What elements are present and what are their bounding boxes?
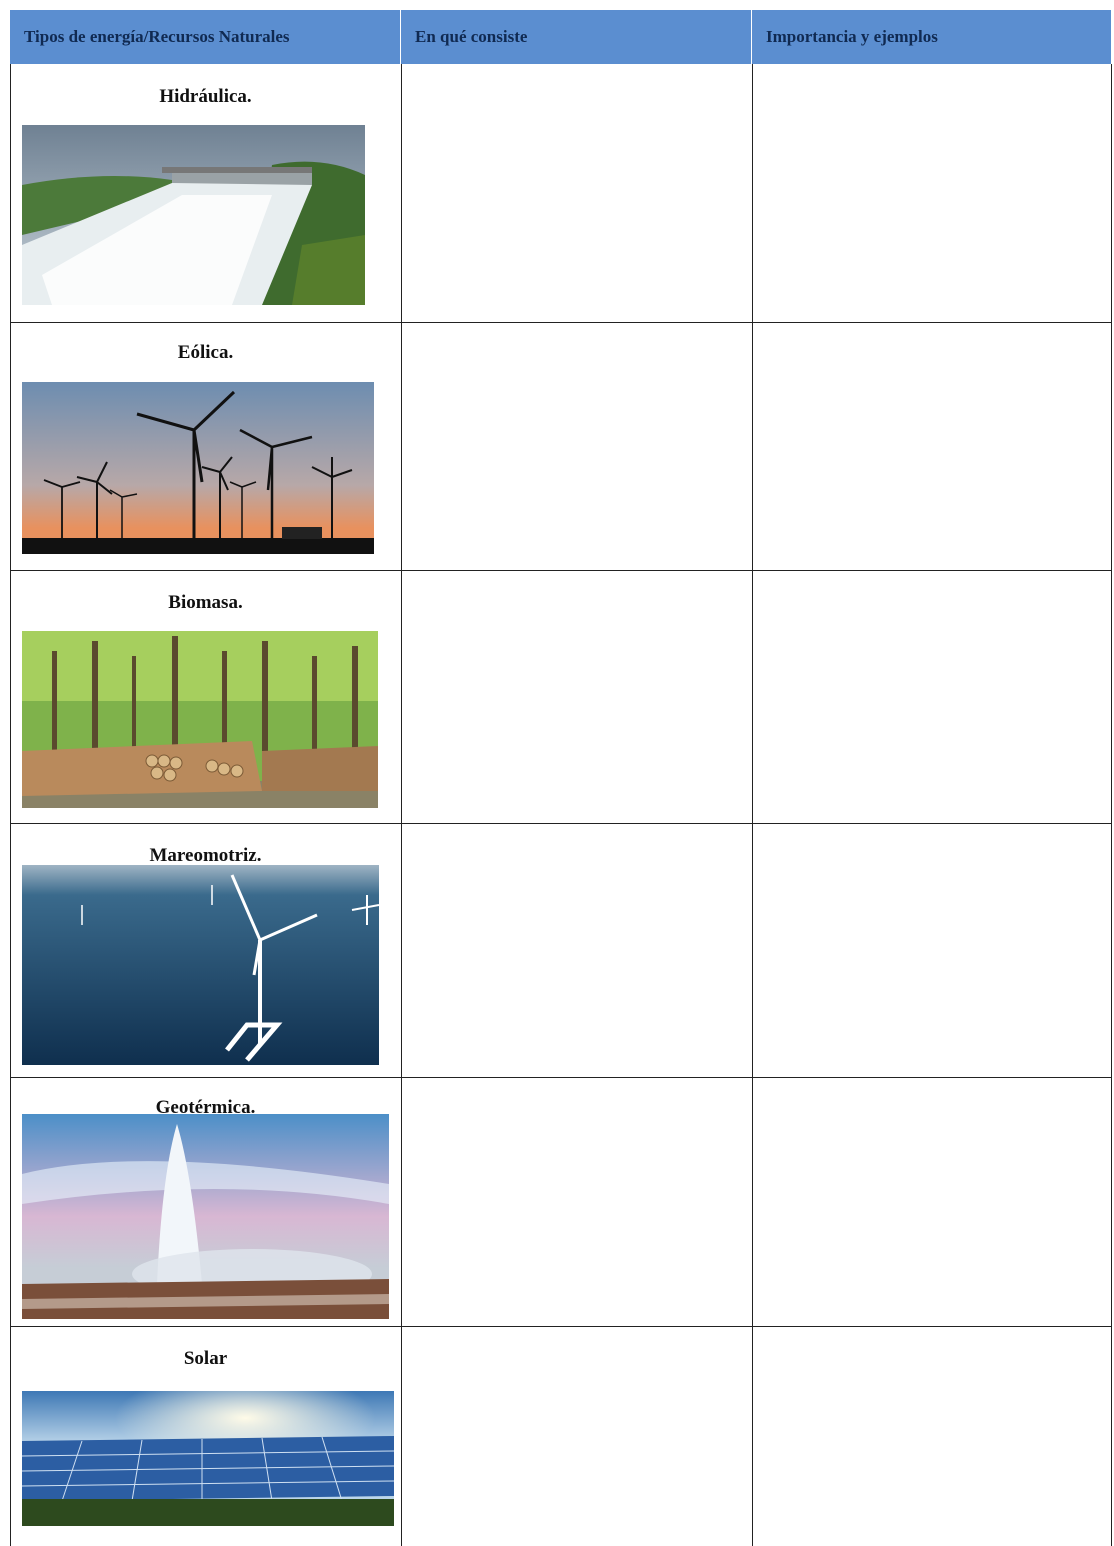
row-title: Solar bbox=[183, 1348, 228, 1369]
border bbox=[1111, 64, 1112, 1546]
dam-photo bbox=[22, 125, 365, 305]
wind-photo bbox=[22, 382, 374, 554]
tidal-photo bbox=[22, 865, 379, 1065]
row-title: Eólica. bbox=[177, 342, 234, 363]
row-title: Geotérmica. bbox=[155, 1097, 256, 1118]
row-title: Mareomotriz. bbox=[149, 845, 262, 866]
solar-photo bbox=[22, 1391, 394, 1526]
border bbox=[10, 1077, 1112, 1078]
header-cell: En qué consiste bbox=[401, 10, 752, 64]
geothermal-photo bbox=[22, 1114, 389, 1319]
border bbox=[10, 823, 1112, 824]
row-title: Hidráulica. bbox=[159, 86, 252, 107]
border bbox=[401, 64, 402, 1546]
border bbox=[10, 64, 11, 1546]
biomass-photo bbox=[22, 631, 378, 808]
border bbox=[752, 64, 753, 1546]
border bbox=[10, 322, 1112, 323]
row-title: Biomasa. bbox=[168, 592, 243, 613]
border bbox=[10, 570, 1112, 571]
header-cell: Importancia y ejemplos bbox=[752, 10, 1112, 64]
border bbox=[10, 1326, 1112, 1327]
header-cell: Tipos de energía/Recursos Naturales bbox=[10, 10, 401, 64]
